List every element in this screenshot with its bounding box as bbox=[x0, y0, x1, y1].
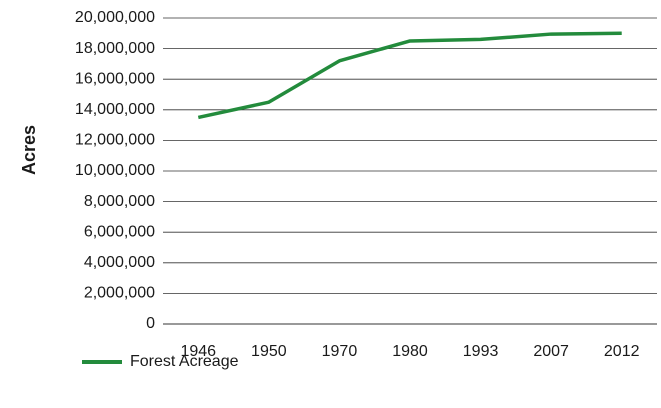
x-tick-label: 1950 bbox=[251, 343, 287, 360]
y-tick-label: 8,000,000 bbox=[84, 193, 155, 210]
y-tick-label: 10,000,000 bbox=[75, 162, 155, 179]
y-tick-label: 2,000,000 bbox=[84, 285, 155, 302]
y-tick-label: 0 bbox=[146, 315, 155, 332]
x-tick-label: 1980 bbox=[392, 343, 428, 360]
y-tick-label: 12,000,000 bbox=[75, 132, 155, 149]
y-tick-label: 16,000,000 bbox=[75, 70, 155, 87]
data-line bbox=[197, 31, 622, 120]
y-tick-label: 14,000,000 bbox=[75, 101, 155, 118]
y-tick-label: 4,000,000 bbox=[84, 254, 155, 271]
y-tick-label: 20,000,000 bbox=[75, 9, 155, 26]
x-tick-label: 2012 bbox=[604, 343, 640, 360]
y-axis-label: Acres bbox=[19, 125, 39, 175]
x-tick-label: 1946 bbox=[180, 343, 216, 360]
x-tick-label: 1993 bbox=[463, 343, 499, 360]
legend-label: Forest Acreage bbox=[130, 353, 239, 370]
y-tick-label: 6,000,000 bbox=[84, 223, 155, 240]
x-tick-label: 1970 bbox=[322, 343, 358, 360]
y-tick-label: 18,000,000 bbox=[75, 40, 155, 57]
x-tick-label: 2007 bbox=[533, 343, 569, 360]
